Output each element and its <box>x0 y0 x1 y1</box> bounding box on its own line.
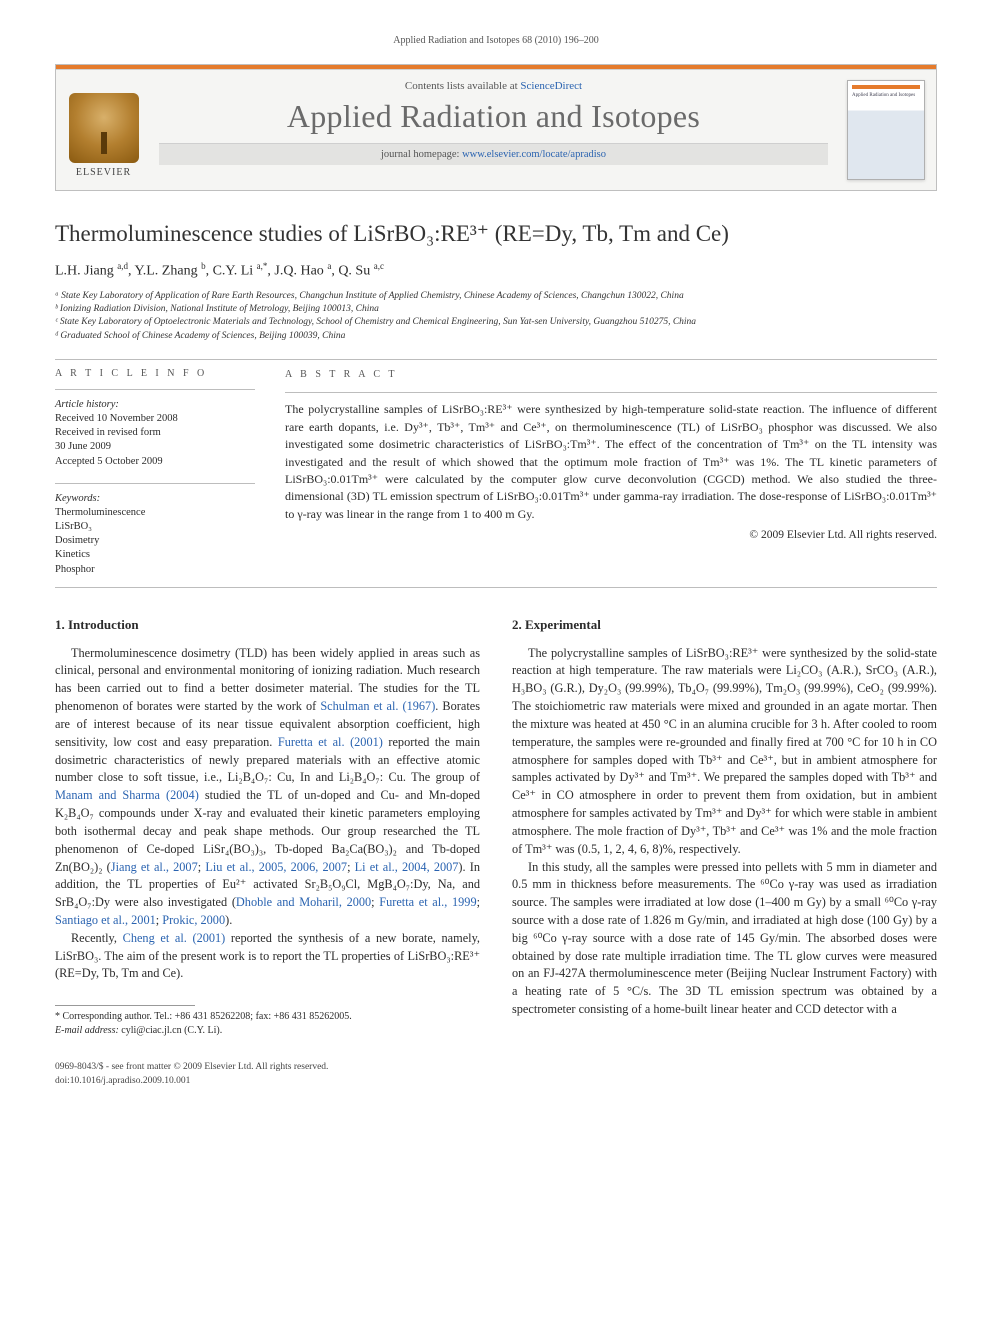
issn-line: 0969-8043/$ - see front matter © 2009 El… <box>55 1061 937 1074</box>
section-rule-bottom <box>55 587 937 588</box>
article-title: Thermoluminescence studies of LiSrBO₃:RE… <box>55 221 937 247</box>
email-label: E-mail address: <box>55 1025 119 1036</box>
article-history: Article history: Received 10 November 20… <box>55 398 255 469</box>
homepage-link[interactable]: www.elsevier.com/locate/apradiso <box>462 149 606 160</box>
contents-prefix: Contents lists available at <box>405 80 520 92</box>
citation[interactable]: Li et al., 2004, 2007 <box>355 860 459 874</box>
journal-title: Applied Radiation and Isotopes <box>159 98 828 135</box>
history-line: Accepted 5 October 2009 <box>55 455 255 469</box>
citation[interactable]: Santiago et al., 2001 <box>55 913 156 927</box>
history-label: Article history: <box>55 398 255 412</box>
keyword: Kinetics <box>55 548 255 562</box>
section-1: 1. Introduction Thermoluminescence dosim… <box>55 616 480 1038</box>
citation[interactable]: Furetta et al. (2001) <box>278 735 383 749</box>
affiliation-line: ᵇ Ionizing Radiation Division, National … <box>55 303 937 316</box>
affiliation-line: ᵃ State Key Laboratory of Application of… <box>55 290 937 303</box>
citation[interactable]: Furetta et al., 1999 <box>379 895 476 909</box>
history-line: Received 10 November 2008 <box>55 412 255 426</box>
abstract-rule <box>285 392 937 393</box>
email-value: cyli@ciac.jl.cn (C.Y. Li). <box>119 1025 222 1036</box>
cover-thumb-title: Applied Radiation and Isotopes <box>848 81 924 99</box>
abstract-label: A B S T R A C T <box>285 368 937 383</box>
publisher-label: ELSEVIER <box>69 167 139 178</box>
elsevier-tree-icon <box>69 93 139 163</box>
keyword: Dosimetry <box>55 534 255 548</box>
info-rule-2 <box>55 483 255 484</box>
history-line: 30 June 2009 <box>55 440 255 454</box>
history-line: Received in revised form <box>55 426 255 440</box>
citation[interactable]: Jiang et al., 2007 <box>111 860 198 874</box>
keyword: Phosphor <box>55 563 255 577</box>
doi-line: doi:10.1016/j.apradiso.2009.10.001 <box>55 1075 937 1088</box>
affiliation-line: ᶜ State Key Laboratory of Optoelectronic… <box>55 316 937 329</box>
homepage-prefix: journal homepage: <box>381 149 462 160</box>
citation[interactable]: Prokic, 2000 <box>162 913 225 927</box>
citation[interactable]: Liu et al., 2005, 2006, 2007 <box>205 860 347 874</box>
keywords-block: Keywords: ThermoluminescenceLiSrBO₃Dosim… <box>55 492 255 577</box>
keyword: Thermoluminescence <box>55 506 255 520</box>
journal-cover-thumb: Applied Radiation and Isotopes <box>847 80 925 180</box>
author-list: L.H. Jiang a,d, Y.L. Zhang b, C.Y. Li a,… <box>55 261 937 280</box>
homepage-bar: journal homepage: www.elsevier.com/locat… <box>159 143 828 165</box>
journal-banner: ELSEVIER Contents lists available at Sci… <box>55 64 937 191</box>
abstract-copyright: © 2009 Elsevier Ltd. All rights reserved… <box>285 527 937 544</box>
keywords-label: Keywords: <box>55 492 255 506</box>
sciencedirect-link[interactable]: ScienceDirect <box>520 80 582 92</box>
section-2-heading: 2. Experimental <box>512 616 937 635</box>
info-rule <box>55 389 255 390</box>
section-rule-top <box>55 359 937 360</box>
publisher-logo-block: ELSEVIER <box>56 70 151 190</box>
affiliations: ᵃ State Key Laboratory of Application of… <box>55 290 937 343</box>
section-2: 2. Experimental The polycrystalline samp… <box>512 616 937 1019</box>
section-1-para-2: Recently, Cheng et al. (2001) reported t… <box>55 930 480 983</box>
citation[interactable]: Schulman et al. (1967) <box>320 699 435 713</box>
abstract-text: The polycrystalline samples of LiSrBO₃:R… <box>285 401 937 523</box>
running-head: Applied Radiation and Isotopes 68 (2010)… <box>55 35 937 46</box>
citation[interactable]: Cheng et al. (2001) <box>123 931 226 945</box>
section-1-para-1: Thermoluminescence dosimetry (TLD) has b… <box>55 645 480 930</box>
affiliation-line: ᵈ Graduated School of Chinese Academy of… <box>55 330 937 343</box>
citation[interactable]: Dhoble and Moharil, 2000 <box>236 895 371 909</box>
footnote-rule <box>55 1005 195 1006</box>
section-1-heading: 1. Introduction <box>55 616 480 635</box>
citation[interactable]: Manam and Sharma (2004) <box>55 788 199 802</box>
section-2-para-1: The polycrystalline samples of LiSrBO₃:R… <box>512 645 937 859</box>
contents-line: Contents lists available at ScienceDirec… <box>159 80 828 92</box>
bottom-meta: 0969-8043/$ - see front matter © 2009 El… <box>55 1061 937 1088</box>
corresponding-author-footnote: * Corresponding author. Tel.: +86 431 85… <box>55 1010 480 1037</box>
keyword: LiSrBO₃ <box>55 520 255 534</box>
corr-author-line: * Corresponding author. Tel.: +86 431 85… <box>55 1010 480 1024</box>
section-2-para-2: In this study, all the samples were pres… <box>512 859 937 1019</box>
article-info-label: A R T I C L E I N F O <box>55 368 255 379</box>
